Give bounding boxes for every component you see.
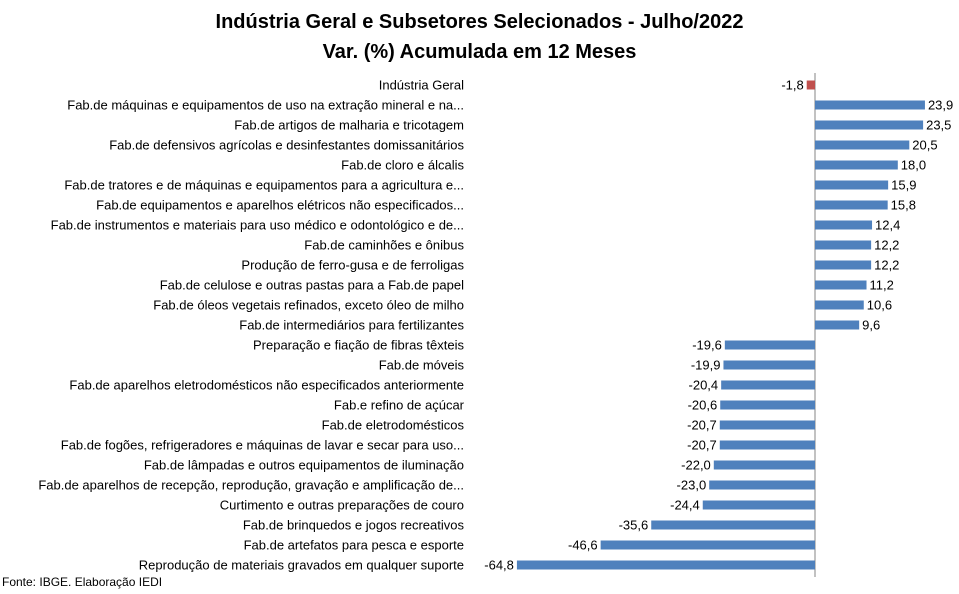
bar <box>724 340 815 350</box>
bar <box>815 180 889 190</box>
category-label: Fab.de celulose e outras pastas para a F… <box>160 278 464 293</box>
category-label: Fab.de eletrodomésticos <box>322 418 465 433</box>
category-label: Reprodução de materiais gravados em qual… <box>139 558 464 573</box>
chart-subtitle: Var. (%) Acumulada em 12 Meses <box>322 41 637 63</box>
value-label: 18,0 <box>901 158 926 173</box>
bar <box>815 120 924 130</box>
bar <box>702 500 815 510</box>
bar <box>815 320 860 330</box>
bar <box>651 520 815 530</box>
bar <box>815 240 872 250</box>
value-label: -19,6 <box>692 338 722 353</box>
category-label: Produção de ferro-gusa e de ferroligas <box>241 258 464 273</box>
value-label: 12,2 <box>874 258 899 273</box>
value-label: 9,6 <box>862 318 880 333</box>
value-label: 15,8 <box>891 198 916 213</box>
bar <box>516 560 815 570</box>
category-label: Fab.de equipamentos e aparelhos elétrico… <box>96 198 464 213</box>
bar <box>815 260 872 270</box>
category-label: Fab.de lâmpadas e outros equipamentos de… <box>144 458 464 473</box>
bar <box>815 100 925 110</box>
value-label: 11,2 <box>870 278 894 293</box>
value-label: -46,6 <box>568 538 598 553</box>
category-label: Fab.de instrumentos e materiais para uso… <box>51 218 464 233</box>
value-label: 10,6 <box>867 298 892 313</box>
value-label: 23,9 <box>928 98 953 113</box>
value-label: 20,5 <box>912 138 937 153</box>
value-label: -20,7 <box>687 438 717 453</box>
category-label: Fab.de fogões, refrigeradores e máquinas… <box>61 438 464 453</box>
bar <box>815 220 873 230</box>
bar <box>723 360 815 370</box>
bar <box>719 440 815 450</box>
value-label: 23,5 <box>926 118 951 133</box>
value-label: -64,8 <box>484 558 514 573</box>
value-label: 12,2 <box>874 238 899 253</box>
category-label: Curtimento e outras preparações de couro <box>220 498 464 513</box>
bar <box>815 160 898 170</box>
category-label: Preparação e fiação de fibras têxteis <box>253 338 465 353</box>
source-note: Fonte: IBGE. Elaboração IEDI <box>2 575 163 589</box>
value-label: 15,9 <box>891 178 916 193</box>
category-label: Fab.de intermediários para fertilizantes <box>239 318 464 333</box>
value-label: -1,8 <box>781 78 803 93</box>
bar <box>713 460 815 470</box>
category-label: Fab.de óleos vegetais refinados, exceto … <box>153 298 464 313</box>
bar <box>815 140 910 150</box>
category-label: Fab.de aparelhos eletrodomésticos não es… <box>69 378 464 393</box>
bar <box>709 480 815 490</box>
value-label: -19,9 <box>691 358 721 373</box>
category-label: Fab.de cloro e álcalis <box>341 158 464 173</box>
category-label: Indústria Geral <box>379 78 464 93</box>
category-label: Fab.e refino de açúcar <box>334 398 465 413</box>
category-label: Fab.de caminhões e ônibus <box>304 238 464 253</box>
value-label: -20,4 <box>689 378 719 393</box>
bar <box>719 420 815 430</box>
value-label: -35,6 <box>619 518 649 533</box>
value-label: 12,4 <box>875 218 900 233</box>
category-label: Fab.de artefatos para pesca e esporte <box>244 538 464 553</box>
category-label: Fab.de tratores e de máquinas e equipame… <box>64 178 464 193</box>
category-label: Fab.de aparelhos de recepção, reprodução… <box>38 478 464 493</box>
category-label: Fab.de defensivos agrícolas e desinfesta… <box>109 138 464 153</box>
chart-title: Indústria Geral e Subsetores Selecionado… <box>215 11 744 33</box>
value-label: -20,7 <box>687 418 717 433</box>
bar <box>815 300 864 310</box>
value-label: -24,4 <box>670 498 700 513</box>
value-label: -20,6 <box>688 398 718 413</box>
value-label: -23,0 <box>677 478 707 493</box>
category-label: Fab.de máquinas e equipamentos de uso na… <box>67 98 464 113</box>
bar <box>815 200 888 210</box>
category-label: Fab.de artigos de malharia e tricotagem <box>234 118 464 133</box>
bar <box>806 80 815 90</box>
value-label: -22,0 <box>681 458 711 473</box>
bar <box>720 400 815 410</box>
bar <box>721 380 815 390</box>
bar <box>815 280 867 290</box>
category-label: Fab.de móveis <box>379 358 465 373</box>
category-label: Fab.de brinquedos e jogos recreativos <box>243 518 465 533</box>
bar <box>600 540 815 550</box>
